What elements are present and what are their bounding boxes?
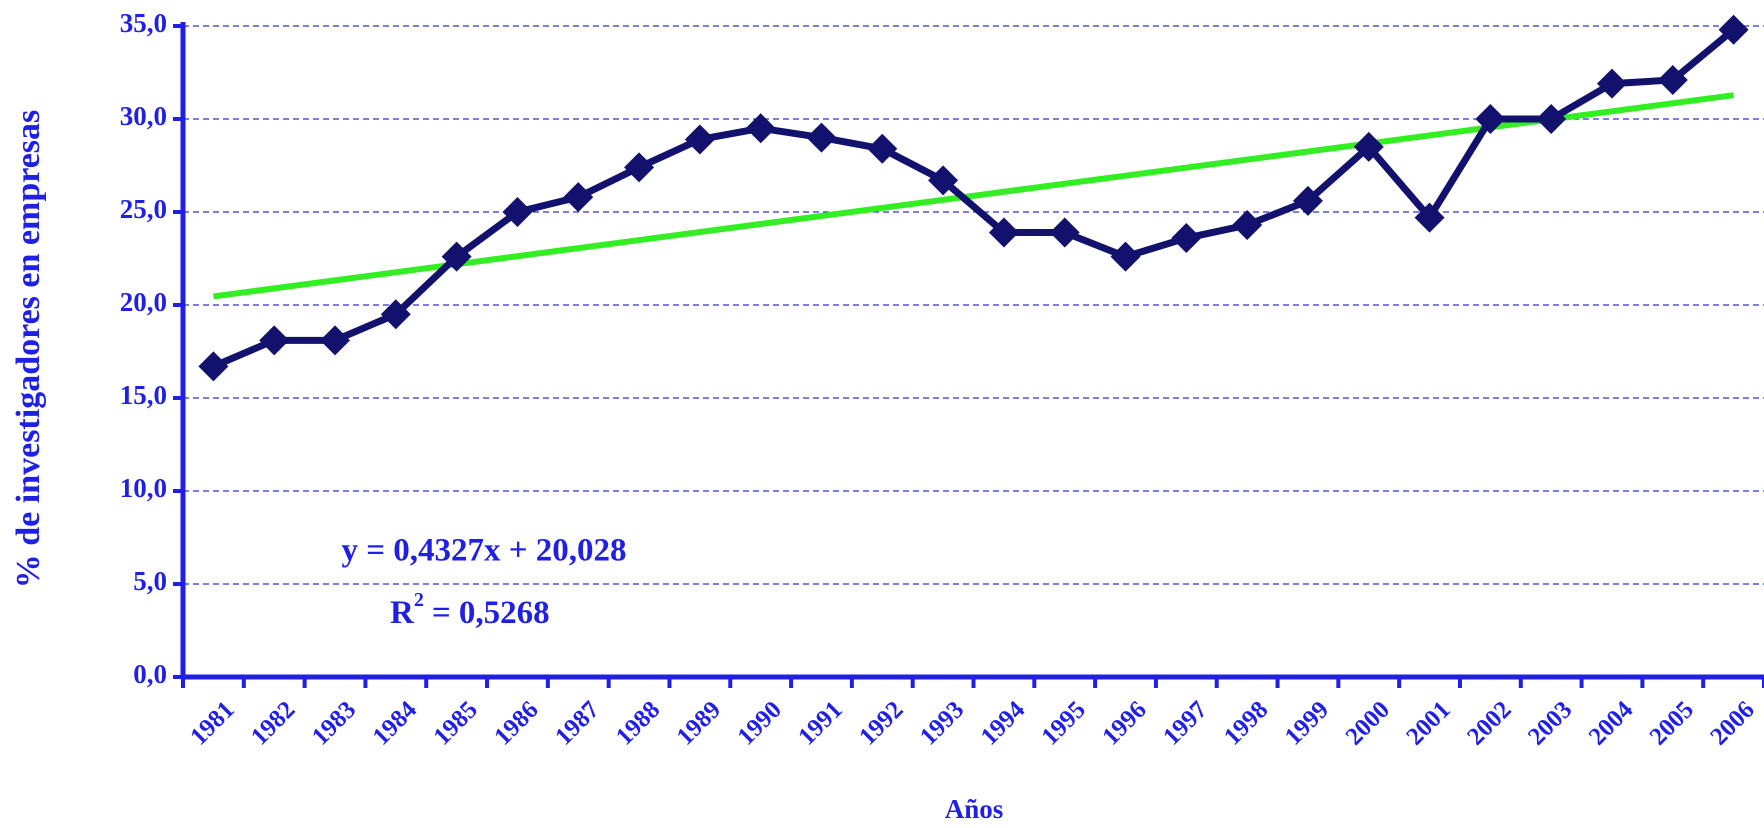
y-tick-label: 35,0 — [120, 8, 167, 38]
marker — [441, 241, 472, 272]
marker — [745, 113, 776, 144]
x-tick-label: 2002 — [1462, 696, 1516, 750]
marker — [684, 124, 715, 155]
x-tick-label: 1997 — [1158, 696, 1212, 750]
marker — [198, 351, 229, 382]
marker — [502, 197, 533, 227]
r-squared-value: = 0,5268 — [432, 595, 550, 631]
marker — [1171, 223, 1202, 254]
marker — [1110, 241, 1141, 272]
marker — [867, 133, 898, 164]
y-tick-label: 10,0 — [120, 473, 167, 503]
x-tick-label: 2000 — [1341, 696, 1395, 750]
x-tick-label: 1983 — [307, 696, 361, 750]
marker — [1596, 68, 1627, 99]
marker — [1353, 131, 1384, 162]
r-squared-exponent: 2 — [414, 589, 424, 611]
y-tick-label: 0,0 — [133, 659, 167, 689]
x-tick-label: 2004 — [1584, 696, 1639, 751]
x-tick-label: 1987 — [550, 696, 604, 750]
r-squared: R2 = 0,5268 — [390, 589, 550, 631]
x-tick-label: 1992 — [854, 696, 908, 750]
x-tick-label: 2001 — [1401, 696, 1455, 750]
trendline — [213, 92, 1734, 300]
marker — [1475, 104, 1506, 134]
x-tick-label: 1988 — [611, 696, 665, 750]
marker — [988, 217, 1019, 248]
x-tick-label: 2006 — [1705, 696, 1759, 750]
marker — [806, 122, 837, 153]
marker — [380, 299, 411, 330]
x-tick-label: 1982 — [246, 696, 300, 750]
series-line — [212, 27, 1736, 370]
marker — [1049, 217, 1080, 248]
marker — [1718, 14, 1749, 45]
x-tick-label: 2005 — [1645, 696, 1699, 750]
marker — [928, 165, 959, 196]
x-tick-label: 1985 — [428, 696, 482, 750]
x-tick-label: 1981 — [185, 696, 239, 750]
y-tick-label: 15,0 — [120, 380, 167, 410]
marker — [624, 152, 655, 183]
x-tick-label: 1993 — [915, 696, 969, 750]
marker — [1292, 185, 1323, 216]
marker — [1536, 104, 1567, 134]
marker — [259, 325, 290, 356]
y-tick-label: 20,0 — [120, 287, 167, 317]
x-tick-label: 1984 — [368, 696, 423, 751]
x-tick-label: 1999 — [1280, 696, 1334, 750]
marker — [320, 325, 351, 356]
x-tick-label: 1994 — [976, 696, 1031, 751]
x-axis-label: Años — [945, 794, 1004, 824]
x-tick-label: 1995 — [1037, 696, 1091, 750]
x-tick-label: 1990 — [733, 696, 787, 750]
x-tick-label: 2003 — [1523, 696, 1577, 750]
marker — [1414, 202, 1445, 233]
x-tick-label: 1991 — [793, 696, 847, 750]
x-tick-label: 1996 — [1097, 696, 1151, 750]
x-tick-label: 1998 — [1219, 696, 1273, 750]
y-tick-label: 30,0 — [120, 101, 167, 131]
marker — [1232, 210, 1263, 241]
y-tick-label: 25,0 — [120, 194, 167, 224]
y-axis-label: % de investigadores en empresas — [10, 110, 47, 589]
x-tick-label: 1989 — [672, 696, 726, 750]
trend-equation: y = 0,4327x + 20,028 — [341, 533, 626, 569]
x-tick-label: 1986 — [489, 696, 543, 750]
y-tick-label: 5,0 — [133, 566, 167, 596]
marker — [1657, 64, 1688, 95]
r-squared-symbol: R — [390, 595, 415, 631]
marker — [563, 182, 594, 213]
